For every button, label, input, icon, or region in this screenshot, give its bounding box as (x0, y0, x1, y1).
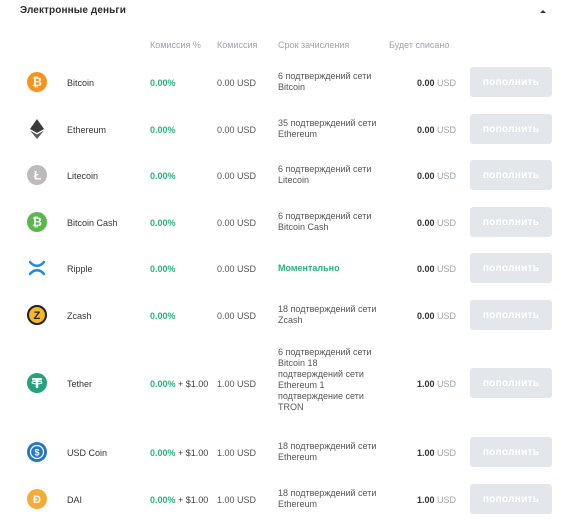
currency-name: Ethereum (67, 125, 107, 135)
currency-name: Tether (67, 379, 93, 389)
collapse-caret-icon[interactable] (536, 4, 550, 18)
charge-amount: 0.00 USD (416, 78, 456, 88)
section-header: Электронные деньги (20, 0, 550, 22)
currency-row: Ripple 0.00% 0.00 USD Моментально 0.00 U… (0, 253, 570, 283)
currency-row: Ethereum 0.00% 0.00 USD 35 подтверждений… (0, 114, 570, 144)
topup-button[interactable]: пополнить (470, 484, 552, 514)
topup-button[interactable]: пополнить (470, 300, 552, 330)
charge-amount: 1.00 USD (416, 448, 456, 458)
currency-name: DAI (67, 495, 83, 505)
currency-name: Ripple (67, 264, 93, 274)
fee-amount: 1.00 USD (217, 448, 257, 458)
charge-amount: 0.00 USD (416, 311, 456, 321)
fee-percent: 0.00% + $1.00 (150, 448, 209, 458)
currency-row: Ł Litecoin 0.00% 0.00 USD 6 подтверждени… (0, 160, 570, 190)
fee-percent: 0.00% (150, 264, 176, 274)
svg-text:Ł: Ł (34, 169, 41, 183)
usd-coin-icon: $ (27, 442, 47, 462)
fee-percent: 0.00% (150, 218, 176, 228)
currency-row: ₿ Bitcoin 0.00% 0.00 USD 6 подтверждений… (0, 67, 570, 97)
fee-amount: 0.00 USD (217, 171, 257, 181)
fee-percent: 0.00% (150, 78, 176, 88)
topup-button[interactable]: пополнить (470, 207, 552, 237)
charge-amount: 0.00 USD (416, 171, 456, 181)
bitcoin-icon: ₿ (27, 72, 47, 92)
dai-icon: Đ (27, 489, 47, 509)
topup-button[interactable]: пополнить (470, 67, 552, 97)
fee-amount: 0.00 USD (217, 311, 257, 321)
fee-percent: 0.00% + $1.00 (150, 379, 209, 389)
ripple-icon (27, 258, 47, 278)
fee-percent: 0.00% + $1.00 (150, 495, 209, 505)
fee-amount: 0.00 USD (217, 78, 257, 88)
column-header-fee: Комиссия (217, 40, 258, 50)
fee-percent: 0.00% (150, 311, 176, 321)
charge-amount: 1.00 USD (416, 379, 456, 389)
ethereum-icon (27, 119, 47, 139)
charge-amount: 0.00 USD (416, 264, 456, 274)
credit-time: 18 подтверждений сети Ethereum (278, 441, 377, 462)
fee-amount: 1.00 USD (217, 379, 257, 389)
svg-text:₿: ₿ (32, 75, 42, 89)
credit-time: Моментально (278, 263, 340, 273)
currency-row: Đ DAI 0.00% + $1.00 1.00 USD 18 подтверж… (0, 484, 570, 514)
topup-button[interactable]: пополнить (470, 437, 552, 467)
charge-amount: 0.00 USD (416, 218, 456, 228)
credit-time: 18 подтверждений сети Zcash (278, 304, 377, 325)
column-header-fee-pct: Комиссия % (150, 40, 201, 50)
tether-icon (27, 373, 47, 393)
section-title: Электронные деньги (20, 5, 126, 16)
currency-name: Bitcoin (67, 78, 95, 88)
fee-amount: 0.00 USD (217, 125, 257, 135)
fee-percent: 0.00% (150, 125, 176, 135)
fee-amount: 0.00 USD (217, 218, 257, 228)
fee-amount: 1.00 USD (217, 495, 257, 505)
charge-amount: 1.00 USD (416, 495, 456, 505)
topup-button[interactable]: пополнить (470, 368, 552, 398)
credit-time: 6 подтверждений сети Bitcoin Cash (278, 211, 372, 232)
currency-row: Tether 0.00% + $1.00 1.00 USD 6 подтверж… (0, 345, 570, 421)
currency-row: ₿ Bitcoin Cash 0.00% 0.00 USD 6 подтверж… (0, 207, 570, 237)
svg-text:$: $ (34, 448, 39, 458)
zcash-icon: Z (27, 305, 47, 325)
topup-button[interactable]: пополнить (470, 253, 552, 283)
svg-text:Z: Z (34, 310, 41, 322)
credit-time: 6 подтверждений сети Bitcoin 18 подтверж… (278, 347, 372, 412)
svg-text:₿: ₿ (32, 215, 42, 229)
fee-percent: 0.00% (150, 171, 176, 181)
charge-amount: 0.00 USD (416, 125, 456, 135)
topup-button[interactable]: пополнить (470, 114, 552, 144)
svg-text:Đ: Đ (33, 494, 41, 506)
topup-button[interactable]: пополнить (470, 160, 552, 190)
bitcoin-cash-icon: ₿ (27, 212, 47, 232)
litecoin-icon: Ł (27, 165, 47, 185)
currency-row: $ USD Coin 0.00% + $1.00 1.00 USD 18 под… (0, 437, 570, 467)
currency-name: USD Coin (67, 448, 108, 458)
currency-name: Zcash (67, 311, 92, 321)
credit-time: 35 подтверждений сети Ethereum (278, 118, 377, 139)
credit-time: 18 подтверждений сети Ethereum (278, 488, 377, 509)
column-header-time: Срок зачисления (278, 40, 350, 50)
credit-time: 6 подтверждений сети Litecoin (278, 164, 372, 185)
currency-row: Z Zcash 0.00% 0.00 USD 18 подтверждений … (0, 300, 570, 330)
fee-amount: 0.00 USD (217, 264, 257, 274)
credit-time: 6 подтверждений сети Bitcoin (278, 71, 372, 92)
currency-name: Bitcoin Cash (67, 218, 118, 228)
column-header-charge: Будет списано (389, 40, 450, 50)
currency-name: Litecoin (67, 171, 99, 181)
